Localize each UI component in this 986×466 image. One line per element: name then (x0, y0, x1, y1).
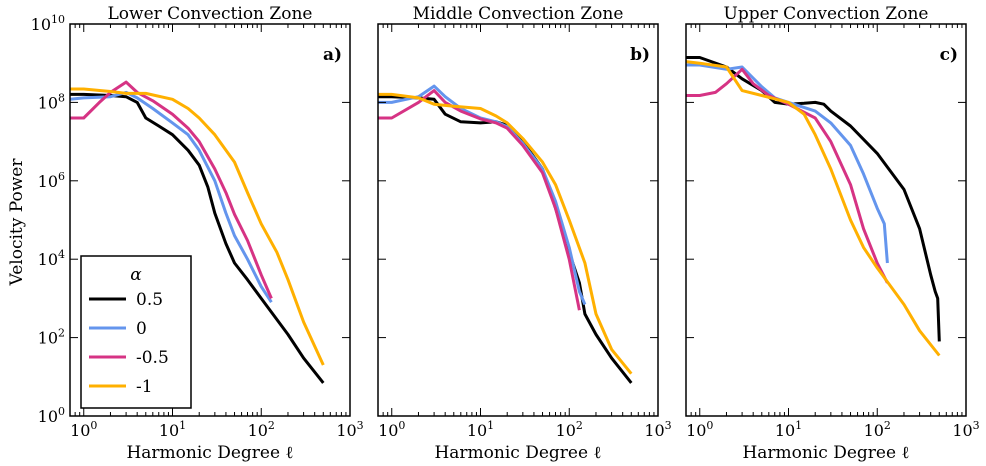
panel-label: a) (323, 45, 342, 65)
x-tick-label: 102 (556, 419, 583, 440)
x-tick-label: 100 (378, 419, 405, 440)
y-tick-label: 106 (38, 170, 65, 191)
legend: α 0.5 0 -0.5 -1 (80, 255, 192, 409)
legend-entry-label: 0 (136, 319, 147, 339)
y-tick-label: 102 (38, 327, 65, 348)
series-line-0 (70, 90, 273, 304)
x-tick-label: 103 (644, 419, 671, 440)
legend-title: α (130, 265, 142, 285)
series-line-0.5 (70, 92, 325, 384)
panel-title: Middle Convection Zone (413, 4, 624, 24)
panel-title: Upper Convection Zone (724, 4, 929, 24)
x-tick-label: 100 (70, 419, 97, 440)
legend-box (80, 255, 192, 409)
y-axis-label: Velocity Power (7, 158, 27, 287)
x-tick-label: 102 (864, 419, 891, 440)
x-tick-label: 101 (775, 419, 802, 440)
plot-frame (377, 23, 659, 417)
x-tick-label: 100 (686, 419, 713, 440)
panel-2: 100 101 102 103 Middle Convection Zone b) Harm… (377, 4, 672, 463)
series-line--1 (378, 92, 633, 375)
x-tick-label: 103 (952, 419, 979, 440)
series-line-0.5 (378, 95, 633, 384)
panel-title: Lower Convection Zone (108, 4, 313, 24)
panel-1: 100 101 102 103 100 102 104 106 108 1010 Lower Con… (31, 4, 364, 463)
series-line-0.5 (686, 56, 941, 342)
y-tick-label: 104 (38, 248, 65, 269)
series-line--1 (686, 60, 941, 357)
x-tick-label: 101 (467, 419, 494, 440)
plot-frame (685, 23, 967, 417)
panel-3: 100 101 102 103 Upper Convection Zone c) Harmo… (685, 4, 980, 463)
panel-label: b) (630, 45, 650, 65)
legend-entry-label: -1 (136, 377, 153, 397)
panel-label: c) (940, 45, 958, 65)
series-line--0.5 (70, 80, 273, 299)
x-axis-label: Harmonic Degree ℓ (126, 443, 293, 463)
x-tick-label: 101 (159, 419, 186, 440)
legend-entry-label: 0.5 (136, 290, 163, 310)
y-tick-label: 1010 (31, 13, 65, 34)
x-axis-label: Harmonic Degree ℓ (434, 443, 601, 463)
series-line--1 (70, 87, 325, 366)
x-tick-label: 103 (336, 419, 363, 440)
y-tick-label: 100 (38, 405, 65, 426)
y-tick-label: 108 (38, 91, 65, 112)
x-tick-label: 102 (248, 419, 275, 440)
plot-frame (69, 23, 351, 417)
legend-entry-label: -0.5 (136, 348, 169, 368)
x-axis-label: Harmonic Degree ℓ (742, 443, 909, 463)
